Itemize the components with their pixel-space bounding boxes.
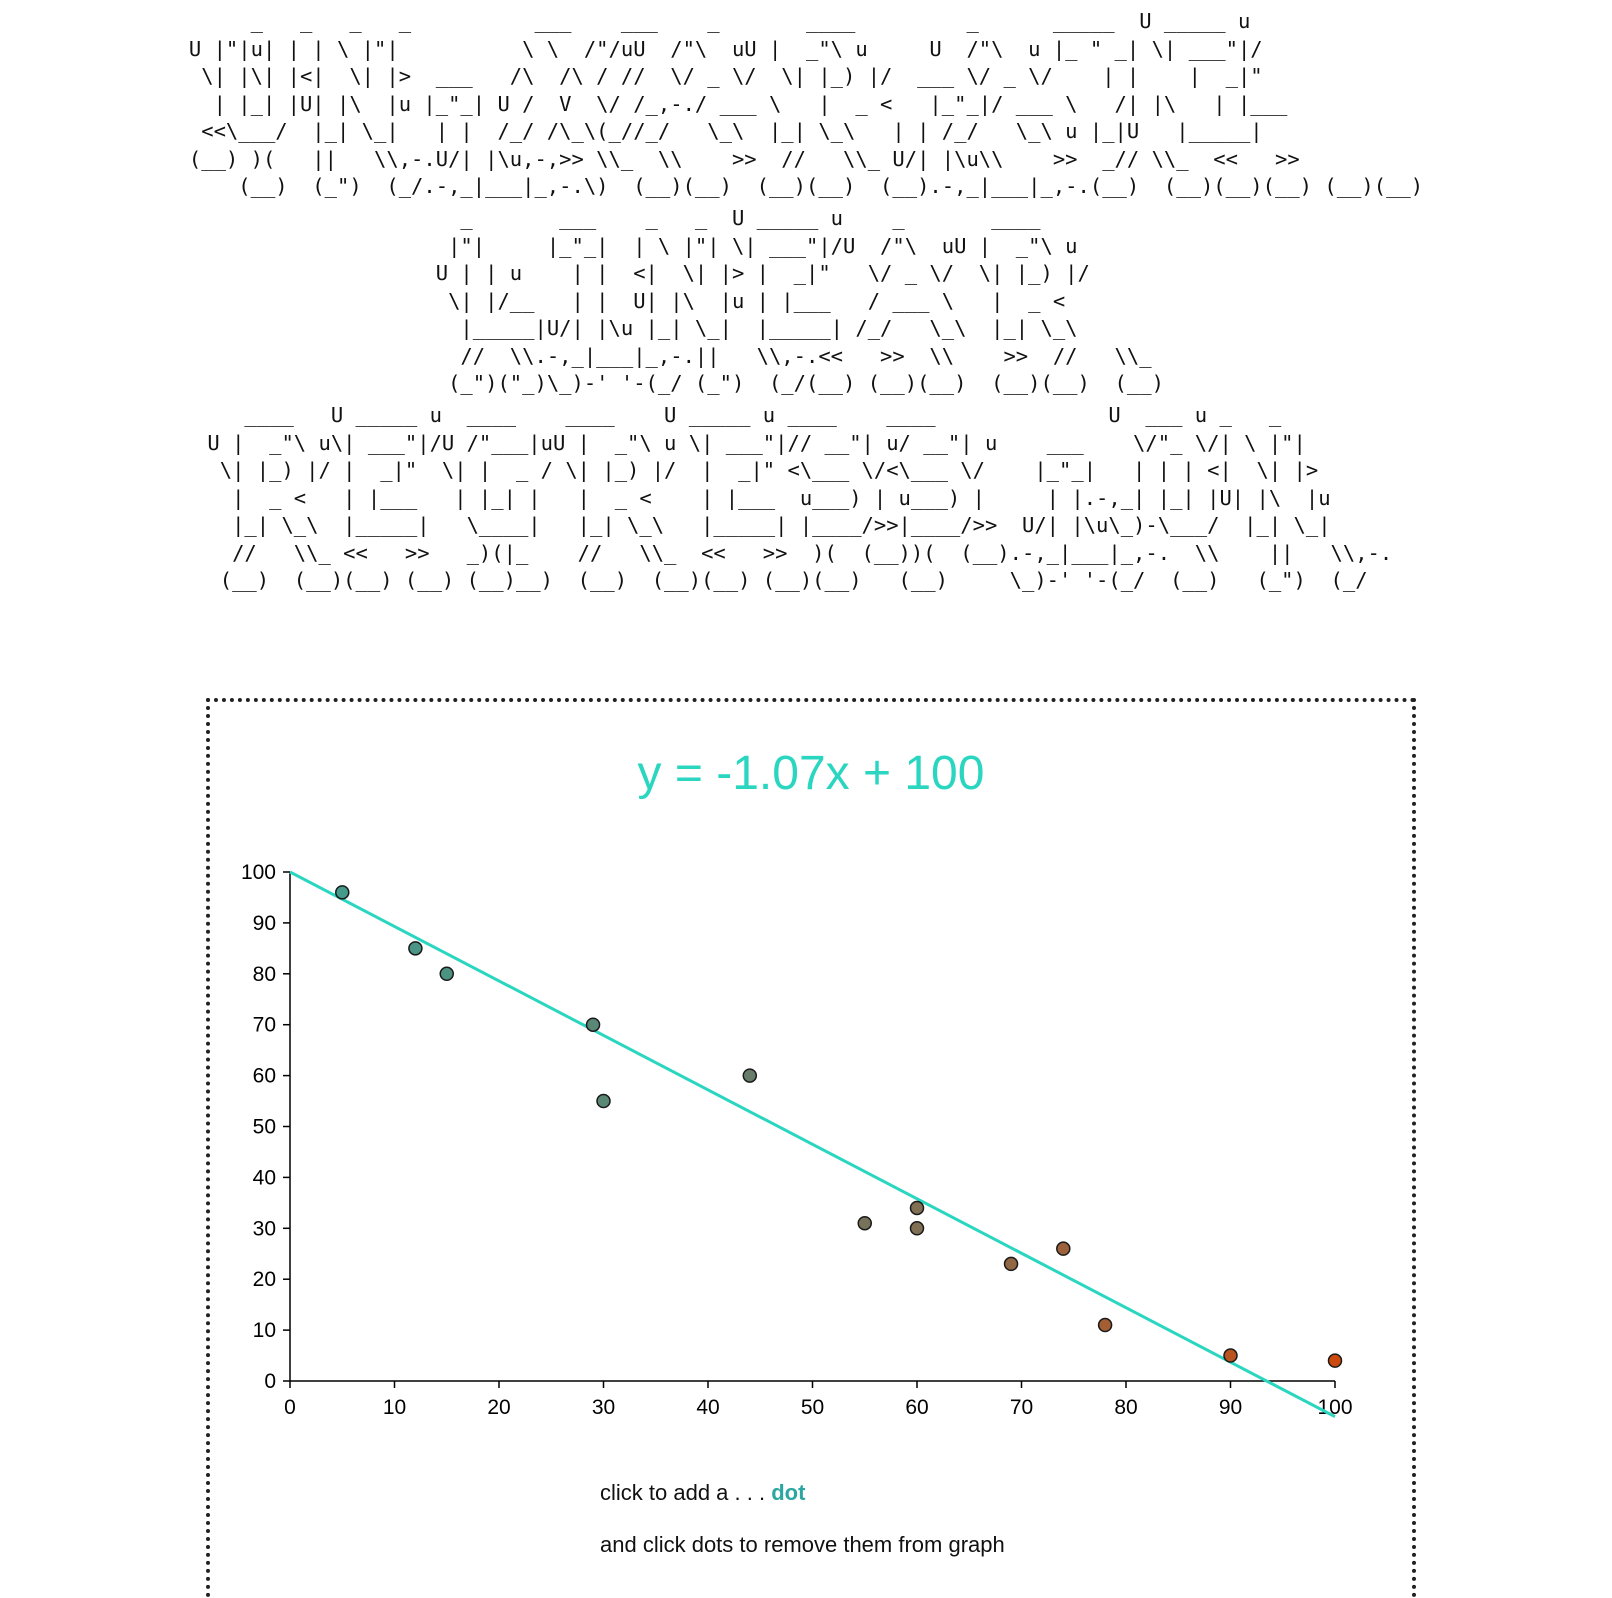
data-point[interactable] (742, 1068, 758, 1083)
y-tick-label: 90 (253, 912, 276, 935)
y-tick-label: 100 (241, 861, 276, 884)
data-point[interactable] (408, 941, 423, 956)
data-point[interactable] (1056, 1241, 1071, 1256)
data-point[interactable] (909, 1221, 925, 1236)
y-tick-label: 20 (253, 1268, 276, 1291)
data-point[interactable] (596, 1093, 611, 1109)
x-tick-label: 90 (1219, 1396, 1242, 1419)
x-tick-label: 50 (801, 1396, 824, 1419)
x-tick-label: 0 (284, 1396, 296, 1419)
data-point[interactable] (1327, 1353, 1343, 1368)
instruction-add-text: click to add a . . . (600, 1480, 772, 1505)
data-point[interactable] (909, 1200, 925, 1216)
instruction-dot-word: dot (771, 1480, 806, 1505)
data-point[interactable] (1223, 1348, 1238, 1363)
instruction-remove: and click dots to remove them from graph (600, 1532, 1005, 1557)
y-tick-label: 80 (253, 963, 276, 986)
regression-line (289, 870, 1336, 1418)
y-tick-label: 0 (264, 1370, 276, 1393)
y-tick-label: 50 (253, 1116, 276, 1139)
y-tick-label: 60 (253, 1065, 276, 1088)
title-ascii-line-3: ____ U _____ u ____ ____ U _____ u ____ … (207, 403, 1393, 592)
y-tick-label: 40 (253, 1166, 276, 1189)
chart-panel[interactable]: y = -1.07x + 100 0 10 20 30 40 50 60 70 80 90 100 0… (206, 698, 1416, 1598)
title-ascii-line-2: _ ___ _ _ U _____ u _ ____ |"| |_"_| | \… (435, 206, 1164, 395)
x-tick-label: 70 (1010, 1396, 1033, 1419)
x-tick-label: 80 (1114, 1396, 1137, 1419)
data-point[interactable] (439, 966, 454, 982)
data-point[interactable] (1003, 1256, 1019, 1272)
regression-equation: y = -1.07x + 100 (637, 747, 985, 800)
y-tick-label: 30 (253, 1217, 276, 1240)
x-tick-label: 20 (487, 1396, 510, 1419)
y-tick-label: 10 (253, 1319, 276, 1342)
data-point[interactable] (1097, 1317, 1113, 1333)
x-tick-label: 10 (383, 1396, 406, 1419)
x-tick-label: 30 (592, 1396, 615, 1419)
data-point[interactable] (585, 1017, 601, 1032)
instruction-add: click to add a . . . dot (600, 1480, 805, 1506)
scatter-chart[interactable]: 0 10 20 30 40 50 60 70 80 90 100 0 10 20 30 40 50 60 70 80 9… (210, 702, 1412, 1598)
data-point[interactable] (857, 1215, 872, 1231)
y-tick-label: 70 (253, 1014, 276, 1037)
x-tick-label: 60 (905, 1396, 928, 1419)
x-tick-label: 40 (696, 1396, 719, 1419)
title-ascii-line-1: _ _ _ _ ___ ___ _ ____ _ _____ U _____ u… (188, 9, 1424, 198)
data-point[interactable] (335, 885, 350, 900)
